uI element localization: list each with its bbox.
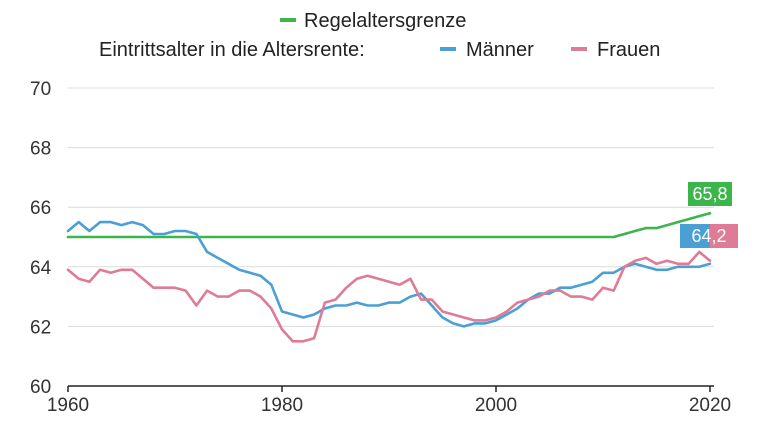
end-label-regelaltersgrenze: 65,8: [692, 184, 727, 204]
end-label-maenner-frauen: 64,2: [691, 226, 726, 246]
end-label-box-frauen: [710, 224, 738, 248]
y-tick-label-68: 68: [30, 139, 51, 160]
end-labels: 65,8 64,2: [680, 182, 738, 248]
y-tick-label-64: 64: [30, 258, 52, 279]
legend-label-frauen: Frauen: [597, 39, 660, 61]
series-line-m-nner: [66, 220, 712, 328]
y-tick-label-70: 70: [30, 79, 51, 100]
y-tick-label-60: 60: [30, 377, 51, 398]
series-lines: [66, 211, 712, 343]
end-label-box-maenner: [680, 224, 710, 248]
series-line-regelaltersgrenze: [66, 211, 712, 239]
legend-group-label: Eintrittsalter in die Altersrente:: [99, 39, 365, 61]
x-tick-label-2000: 2000: [475, 395, 517, 416]
gridlines: [68, 87, 714, 327]
y-tick-label-62: 62: [30, 317, 51, 338]
end-label-box-regelaltersgrenze: [688, 182, 732, 206]
y-axis: 60 62 64 66 68 70: [30, 79, 52, 398]
x-tick-label-1960: 1960: [47, 395, 89, 416]
y-tick-label-66: 66: [30, 198, 51, 219]
x-tick-label-1980: 1980: [261, 395, 303, 416]
series-line-frauen: [66, 250, 712, 343]
x-axis: 1960 1980 2000 2020: [47, 385, 731, 416]
x-tick-label-2020: 2020: [689, 395, 731, 416]
legend-label-maenner: Männer: [466, 39, 534, 61]
legend-label-regelaltersgrenze: Regelaltersgrenze: [304, 10, 466, 32]
legend: Regelaltersgrenze Eintrittsalter in die A…: [99, 10, 660, 61]
